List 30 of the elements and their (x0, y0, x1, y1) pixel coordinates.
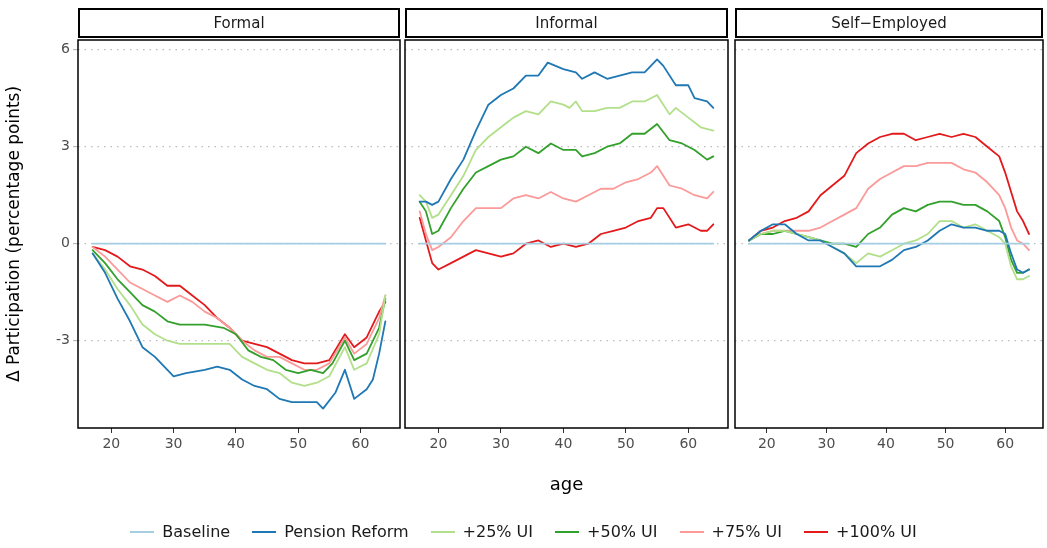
x-tick-label: 40 (554, 435, 573, 452)
x-tick-label: 30 (491, 435, 510, 452)
legend-label: Baseline (162, 522, 231, 541)
x-tick-label: 60 (996, 435, 1015, 452)
legend-label: Pension Reform (284, 522, 409, 541)
x-tick-label: 60 (351, 435, 370, 452)
x-tick-label: 60 (679, 435, 698, 452)
y-tick-label: 3 (61, 137, 70, 154)
x-tick-label: 20 (429, 435, 448, 452)
y-axis-title: Δ Participation (percentage points) (2, 85, 23, 383)
x-tick-label: 30 (817, 435, 836, 452)
x-tick-label: 50 (616, 435, 635, 452)
x-tick-label: 30 (164, 435, 183, 452)
chart-title: Formal (78, 8, 400, 38)
legend-label: +75% UI (711, 522, 783, 541)
legend-label: +50% UI (587, 522, 658, 541)
x-tick-label: 50 (289, 435, 308, 452)
x-tick-label: 40 (877, 435, 895, 452)
x-tick-label: 20 (757, 435, 776, 452)
y-tick-label: -3 (56, 331, 70, 348)
legend-label: +100% UI (836, 522, 917, 541)
legend-label: +25% UI (462, 522, 534, 541)
x-tick-label: 50 (936, 435, 955, 452)
x-axis-title: age (549, 472, 584, 494)
y-tick-label: 0 (61, 234, 70, 251)
chart-title: Self−Employed (735, 8, 1043, 38)
chart-title: Informal (405, 8, 728, 38)
y-tick-label: 6 (61, 40, 71, 57)
x-tick-label: 20 (102, 435, 121, 452)
x-tick-label: 40 (226, 435, 245, 452)
